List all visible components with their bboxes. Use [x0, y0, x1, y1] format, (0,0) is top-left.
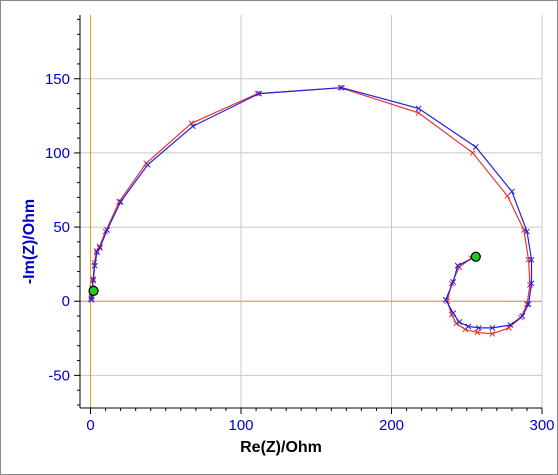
- data-point-stroke: [528, 256, 535, 263]
- data-point-stroke: [469, 149, 476, 156]
- data-point-stroke: [523, 228, 530, 235]
- data-point-stroke: [188, 120, 195, 127]
- data-point-stroke: [94, 249, 100, 256]
- y-tick-label: 100: [45, 145, 70, 162]
- data-point-stroke: [415, 109, 422, 116]
- data-point: [96, 244, 103, 251]
- data-point: [104, 227, 111, 233]
- data-point: [528, 280, 535, 287]
- data-point: [508, 188, 515, 195]
- data-point: [415, 105, 422, 112]
- x-tick-label: 0: [86, 417, 94, 434]
- data-point: [456, 319, 463, 325]
- data-point-stroke: [90, 277, 97, 284]
- y-tick-label: 50: [53, 219, 70, 236]
- data-point: [94, 249, 100, 256]
- data-point-stroke: [91, 259, 98, 266]
- data-point: [116, 198, 123, 205]
- data-point-stroke: [519, 313, 526, 320]
- data-point: [475, 324, 482, 331]
- data-point-stroke: [508, 188, 515, 195]
- data-point-stroke: [525, 301, 532, 308]
- data-point: [90, 277, 97, 284]
- data-point-stroke: [465, 323, 472, 330]
- data-point: [450, 278, 457, 285]
- data-point-stroke: [454, 262, 461, 269]
- data-point: [453, 320, 460, 327]
- data-point-stroke: [474, 329, 481, 336]
- data-point: [504, 192, 511, 199]
- data-point-stroke: [256, 90, 263, 97]
- data-point-stroke: [507, 321, 514, 328]
- data-point: [523, 228, 530, 235]
- data-point-stroke: [338, 84, 345, 91]
- plot-area: [80, 15, 542, 408]
- data-point-stroke: [96, 244, 103, 251]
- data-point: [507, 321, 514, 328]
- data-point-stroke: [117, 198, 124, 205]
- data-point: [489, 330, 496, 337]
- data-point: [505, 324, 512, 331]
- data-point-stroke: [91, 262, 98, 269]
- data-point: [519, 313, 526, 320]
- data-point-stroke: [489, 330, 496, 337]
- data-point-stroke: [442, 296, 449, 303]
- data-point-stroke: [453, 320, 460, 327]
- data-point: [489, 324, 496, 331]
- data-point-stroke: [456, 319, 463, 325]
- data-point: [465, 323, 472, 330]
- y-axis-title: -Im(Z)/Ohm: [21, 199, 38, 284]
- data-point-stroke: [450, 278, 457, 285]
- data-point: [338, 84, 345, 91]
- data-point: [454, 262, 461, 269]
- data-point-stroke: [475, 324, 482, 331]
- data-point: [474, 329, 481, 336]
- data-point: [442, 296, 449, 303]
- x-axis-title: Re(Z)/Ohm: [240, 439, 322, 456]
- data-point-stroke: [528, 280, 535, 287]
- endpoint-marker: [470, 251, 481, 262]
- data-point-stroke: [472, 144, 479, 150]
- data-point: [450, 310, 457, 317]
- data-point: [189, 123, 196, 130]
- data-point: [528, 256, 535, 263]
- x-tick-label: 300: [529, 417, 554, 434]
- y-tick-label: 0: [62, 293, 70, 310]
- data-point: [144, 161, 151, 168]
- data-point-stroke: [504, 192, 511, 199]
- data-point-stroke: [144, 161, 151, 168]
- data-point-stroke: [116, 198, 123, 205]
- data-point-stroke: [505, 324, 512, 331]
- x-tick-label: 200: [379, 417, 404, 434]
- data-point: [525, 301, 532, 308]
- x-tick-label: 100: [229, 417, 254, 434]
- data-point: [91, 262, 98, 269]
- data-point-stroke: [189, 123, 196, 130]
- y-tick-label: 150: [45, 71, 70, 88]
- data-point: [472, 144, 479, 150]
- y-tick-label: -50: [48, 367, 70, 384]
- data-point-stroke: [489, 324, 496, 331]
- data-point: [469, 149, 476, 156]
- data-point: [415, 109, 422, 116]
- endpoint-marker: [88, 285, 99, 296]
- data-point-stroke: [450, 310, 457, 317]
- data-point-stroke: [104, 227, 111, 233]
- data-point-stroke: [415, 105, 422, 112]
- data-point: [256, 90, 263, 97]
- data-point: [188, 120, 195, 127]
- data-point: [117, 198, 124, 205]
